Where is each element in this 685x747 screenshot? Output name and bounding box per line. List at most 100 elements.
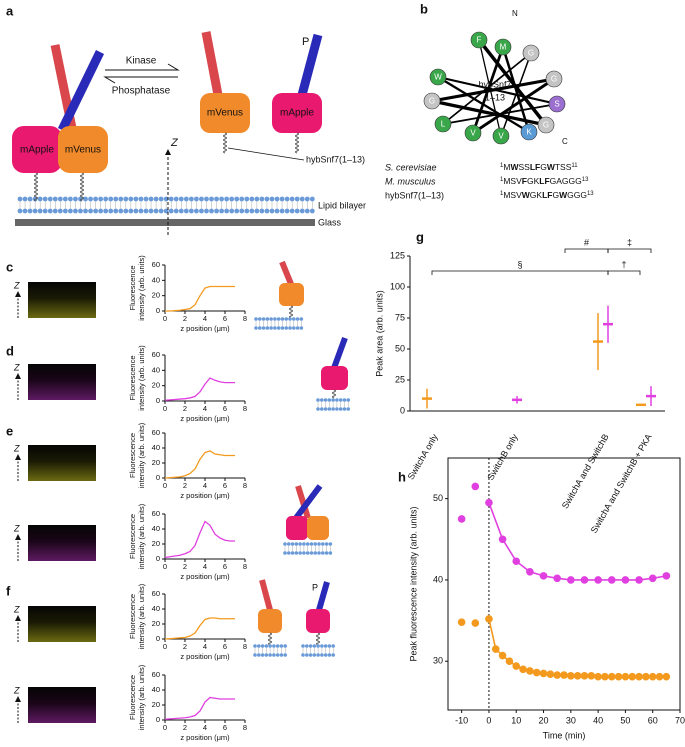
lipid-head [323,398,328,402]
lipid-head [57,208,63,214]
label: Z [13,280,20,290]
lipid-head [286,551,291,555]
lipid-head [320,653,324,657]
label: Z [170,137,179,149]
x-tick-label: 70 [675,715,685,725]
protein [286,516,308,540]
lipid-head [178,208,184,214]
y-tick-label: 0 [156,306,160,315]
x-tick-label: 6 [223,642,227,651]
panel-label: c [6,259,13,274]
x-tick-label: 4 [203,642,207,651]
protein [58,126,108,173]
linker [223,132,227,154]
lipid-head [153,196,159,202]
lipid-head [253,644,257,648]
label: Kinase [126,56,157,67]
lipid-head [42,196,48,202]
lipid-head [316,653,320,657]
residue-label: G [543,121,549,130]
lipid-head [260,644,265,648]
data-point [512,557,521,566]
lipid-head [317,542,321,546]
lipid-head [83,208,88,214]
x-tick-label: 6 [223,404,227,413]
lipid-head [338,407,343,411]
lipid-head [204,208,209,214]
x-tick-label: 8 [243,481,247,490]
significance-bracket [431,270,609,275]
species: S. cerevisiae [385,162,437,172]
residue-label: G [528,49,534,58]
data-point [621,672,630,681]
y-tick-label: 20 [152,539,160,548]
data-point [526,568,534,576]
lipid-head [312,644,317,648]
x-axis-label: z position (μm) [180,324,230,333]
linker [289,305,293,319]
lipid-head [261,317,266,321]
lipid-head [304,644,309,648]
significance-label: § [517,259,522,269]
lipid-head [78,196,83,202]
residue [494,38,512,56]
lipid-head [323,653,328,657]
residue-label: V [498,132,504,141]
residue-label: V [470,129,476,138]
data-point [526,667,534,675]
lipid-head [283,542,287,546]
residue [464,124,482,142]
y-tick-label: 40 [152,275,160,284]
lipid-head [328,542,333,546]
y-axis-label: Fluorescence [128,675,137,720]
lipid-head [294,542,299,546]
residue [537,116,555,134]
y-tick-label: 50 [395,343,405,353]
seq-part: MSV [503,176,522,186]
seq-part: M [503,162,510,172]
data-point [594,576,602,584]
lipid-head [204,196,209,202]
y-tick-label: 20 [152,700,160,709]
seq-start: 1 [500,191,504,197]
lipid-head [37,208,43,214]
lipid-head [199,196,204,202]
lipid-head [276,317,281,321]
lipid-head [128,208,134,214]
lipid-head [328,551,333,555]
significance-bracket [607,248,652,253]
seq-part: LF [542,190,552,200]
x-tick-label: SwitchA and SwitchB [560,432,611,510]
label: Z [13,523,20,533]
lipid-head [298,551,302,555]
lipid-head [265,317,270,321]
y-tick-label: 60 [152,509,160,518]
lipid-head [292,317,296,321]
label: 1–13 [485,92,505,102]
data-line [164,377,235,401]
label: mVenus [65,145,101,156]
lipid-head [256,644,261,648]
label: C [562,137,568,146]
significance-label: ‡ [627,237,632,247]
lipid-head [148,208,154,214]
y-tick-label: 0 [156,634,160,643]
data-point [655,672,664,681]
lipid-head [88,208,93,214]
lipid-head [294,208,300,214]
rod [316,581,330,611]
lipid-head [269,317,273,321]
lipid-head [302,542,306,546]
helix-chord [431,99,547,127]
protein [200,93,250,133]
lipid-head [183,208,189,214]
lipid-head [259,208,265,214]
lipid-head [257,326,262,330]
species: hybSnf7(1–13) [385,190,444,200]
label: Z [13,604,20,614]
x-tick-label: 8 [243,314,247,323]
lipid-head [327,398,332,402]
panel-label: f [6,583,11,598]
y-tick-label: 100 [390,281,405,291]
linker [268,632,272,646]
